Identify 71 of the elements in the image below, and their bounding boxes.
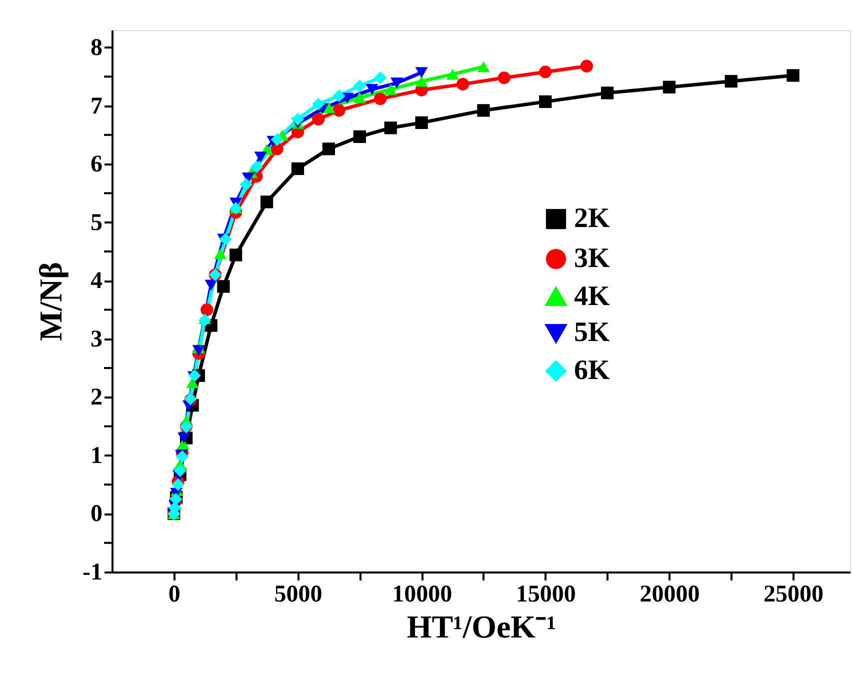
point xyxy=(291,112,304,126)
point xyxy=(498,71,510,84)
point xyxy=(204,280,218,291)
point xyxy=(456,78,470,91)
point xyxy=(177,432,190,444)
y-tick-label: 2 xyxy=(90,384,102,411)
point xyxy=(174,464,186,477)
point xyxy=(786,69,800,82)
point xyxy=(240,178,252,191)
point xyxy=(340,92,354,104)
point xyxy=(374,71,387,84)
point xyxy=(366,84,378,95)
point xyxy=(217,280,230,293)
point xyxy=(580,60,593,72)
point xyxy=(198,314,212,327)
point xyxy=(260,196,274,208)
point xyxy=(539,95,552,108)
point xyxy=(250,160,263,174)
x-tick-label: 0 xyxy=(168,582,180,608)
point xyxy=(230,248,242,262)
legend-label: 6K xyxy=(574,355,610,386)
point xyxy=(374,92,387,106)
point xyxy=(415,67,428,78)
point xyxy=(724,74,738,88)
point xyxy=(291,162,304,176)
point xyxy=(662,80,676,94)
y-tick-label: -1 xyxy=(82,560,102,586)
legend-label: 5K xyxy=(574,317,610,348)
y-tick-label: 8 xyxy=(90,34,102,61)
point xyxy=(415,76,428,87)
legend-label: 4K xyxy=(574,281,610,312)
y-tick-label: 5 xyxy=(90,210,102,236)
legend-label: 2K xyxy=(574,203,610,234)
point xyxy=(600,86,614,100)
point xyxy=(384,122,397,134)
x-axis-title: HT¹/OeK⁻¹ xyxy=(406,608,556,644)
x-tick-label: 15000 xyxy=(516,582,576,608)
y-tick-label: 0 xyxy=(90,501,102,528)
x-tick-label: 20000 xyxy=(640,582,700,608)
point xyxy=(446,68,459,80)
point xyxy=(477,61,490,72)
legend-label: 3K xyxy=(574,243,610,274)
point xyxy=(353,92,366,104)
y-tick-label: 1 xyxy=(90,442,102,469)
point xyxy=(353,130,366,143)
y-tick-label: 4 xyxy=(90,268,102,294)
point xyxy=(192,345,206,356)
point xyxy=(176,438,190,450)
x-tick-label: 5000 xyxy=(274,582,322,608)
point xyxy=(200,303,214,316)
point xyxy=(477,104,490,117)
point xyxy=(390,78,404,89)
point xyxy=(322,142,336,156)
point xyxy=(312,112,325,126)
y-tick-label: 7 xyxy=(90,93,102,120)
point xyxy=(312,98,325,110)
point xyxy=(332,90,346,102)
y-axis-title: M/Nβ xyxy=(32,262,69,342)
point xyxy=(214,248,227,260)
point xyxy=(384,84,397,95)
x-tick-label: 10000 xyxy=(392,582,452,608)
point xyxy=(332,104,346,117)
x-tick-label: 25000 xyxy=(764,582,824,608)
y-tick-label: 3 xyxy=(90,326,102,352)
point xyxy=(172,478,184,491)
point xyxy=(270,133,284,146)
point xyxy=(415,116,428,129)
point xyxy=(539,66,552,78)
y-tick-label: 6 xyxy=(90,152,102,178)
point xyxy=(353,80,366,92)
point xyxy=(254,152,267,163)
